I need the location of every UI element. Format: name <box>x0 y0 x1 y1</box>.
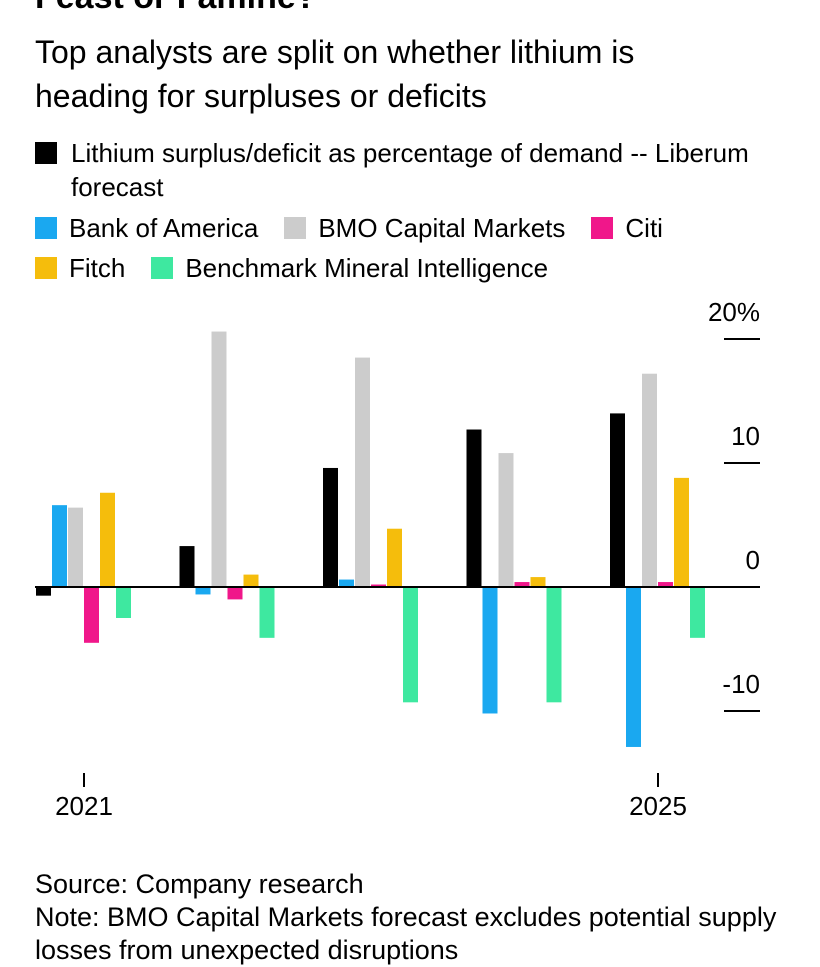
legend: Lithium surplus/deficit as percentage of… <box>35 136 775 288</box>
bar <box>498 453 514 587</box>
bar <box>84 587 99 643</box>
y-tick-label: 10 <box>731 421 760 451</box>
bar <box>642 373 657 587</box>
chart-title: Feast or Famine? <box>35 0 317 17</box>
legend-swatch <box>35 142 57 164</box>
bar <box>674 477 689 587</box>
y-tick-label: 20% <box>708 297 760 327</box>
bar <box>323 467 338 587</box>
bar <box>179 546 195 587</box>
bar <box>482 587 498 714</box>
legend-swatch <box>591 217 614 239</box>
bar <box>514 582 530 587</box>
bar <box>36 587 51 596</box>
bar <box>355 357 370 587</box>
bar <box>466 429 482 587</box>
legend-swatch <box>35 257 57 279</box>
legend-swatch <box>35 217 57 239</box>
bar <box>690 587 705 638</box>
x-tick-label: 2021 <box>55 791 113 821</box>
legend-label: BMO Capital Markets <box>318 213 566 243</box>
legend-item: Lithium surplus/deficit as percentage of… <box>35 136 749 204</box>
legend-label: Bank of America <box>69 213 259 243</box>
bar <box>387 528 402 587</box>
source-text: Source: Company research <box>35 869 364 899</box>
legend-label: Lithium surplus/deficit as percentage of… <box>71 138 749 202</box>
chart-subtitle: Top analysts are split on whether lithiu… <box>35 34 635 114</box>
bar <box>227 587 243 600</box>
bar <box>116 587 131 618</box>
legend-item: Benchmark Mineral Intelligence <box>151 248 548 288</box>
legend-label: Benchmark Mineral Intelligence <box>185 253 549 283</box>
bar <box>243 574 259 587</box>
legend-item: Fitch <box>35 248 125 288</box>
bar <box>546 587 562 703</box>
legend-item: Bank of America <box>35 208 258 248</box>
bar <box>530 577 546 587</box>
bar <box>52 505 67 587</box>
bar <box>339 579 354 587</box>
y-tick-label: -10 <box>722 669 760 699</box>
bar <box>371 584 386 587</box>
bar <box>68 507 83 587</box>
bar <box>211 331 227 587</box>
bar <box>626 587 641 747</box>
bar <box>195 587 211 595</box>
x-tick-label: 2025 <box>629 791 687 821</box>
bar <box>259 587 275 638</box>
bar <box>403 587 418 703</box>
legend-label: Citi <box>625 213 663 243</box>
bar <box>100 492 115 587</box>
y-tick-label: 0 <box>746 545 760 575</box>
bar <box>610 413 625 587</box>
legend-item: Citi <box>591 208 663 248</box>
legend-swatch <box>284 217 307 239</box>
legend-label: Fitch <box>69 253 126 283</box>
legend-swatch <box>151 257 174 279</box>
bar <box>658 582 673 587</box>
legend-item: BMO Capital Markets <box>284 208 565 248</box>
note-text: Note: BMO Capital Markets forecast exclu… <box>35 902 777 965</box>
footnote: Source: Company research Note: BMO Capit… <box>35 868 820 967</box>
